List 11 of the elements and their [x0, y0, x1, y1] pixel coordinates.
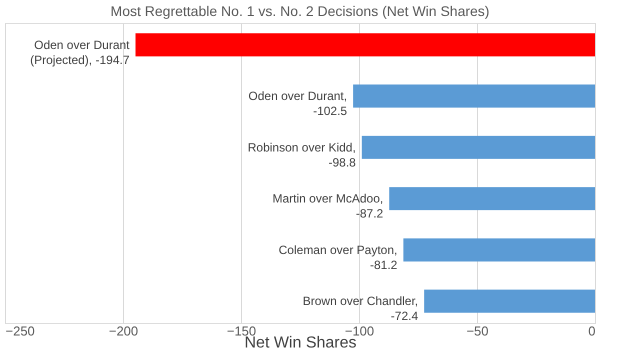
data-label: Oden over Durant (Projected), -194.7 — [30, 38, 130, 67]
x-tick-label: 0 — [588, 324, 596, 338]
x-tick-label: −50 — [466, 324, 489, 338]
data-label: Oden over Durant, -102.5 — [248, 89, 348, 118]
data-label: Martin over McAdoo, -87.2 — [272, 192, 384, 221]
data-label: Robinson over Kidd, -98.8 — [248, 140, 356, 170]
data-label: Brown over Chandler, -72.4 — [302, 294, 418, 324]
data-label: Coleman over Payton, -81.2 — [278, 242, 398, 272]
chart-title: Most Regrettable No. 1 vs. No. 2 Decisions (Net Win Shares) — [110, 3, 490, 19]
x-tick-label: −250 — [6, 324, 35, 338]
x-tick-label: −200 — [108, 324, 138, 338]
